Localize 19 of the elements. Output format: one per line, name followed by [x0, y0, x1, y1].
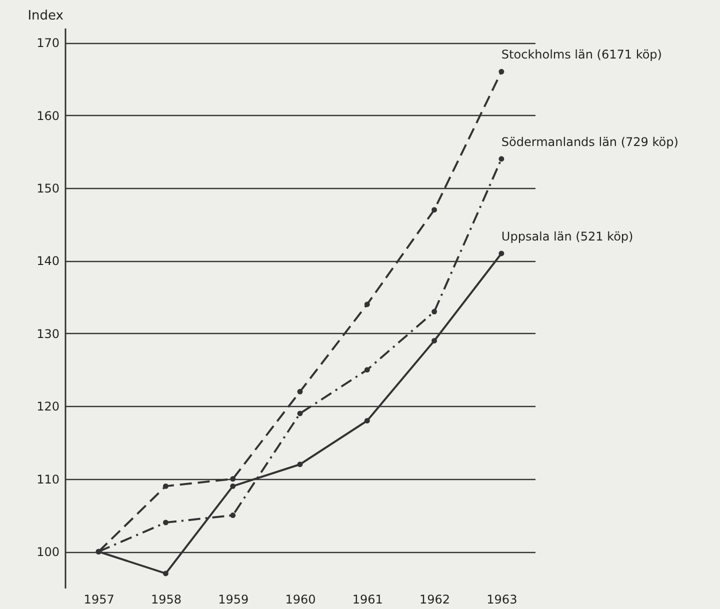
x-tick-label: 1958 [150, 592, 182, 606]
y-tick-label: 150 [36, 182, 60, 196]
series-label: Uppsala län (521 köp) [501, 229, 634, 244]
y-tick-label: 140 [36, 254, 60, 268]
y-tick-label: 100 [36, 545, 60, 560]
y-tick-label: 170 [36, 36, 60, 50]
x-tick-label: 1961 [352, 592, 383, 606]
y-tick-label: 160 [36, 108, 60, 123]
x-tick-label: 1957 [84, 592, 114, 606]
y-tick-label: 120 [36, 400, 60, 414]
series-label: Stockholms län (6171 köp) [501, 48, 662, 62]
y-tick-label: 130 [36, 326, 60, 341]
x-tick-label: 1960 [285, 592, 316, 606]
series-label: Södermanlands län (729 köp) [501, 134, 678, 149]
x-tick-label: 1962 [420, 592, 450, 606]
x-tick-label: 1959 [218, 592, 249, 606]
y-tick-label: 110 [36, 472, 60, 486]
x-tick-label: 1963 [486, 592, 518, 606]
y-axis-title: Index [28, 8, 64, 24]
